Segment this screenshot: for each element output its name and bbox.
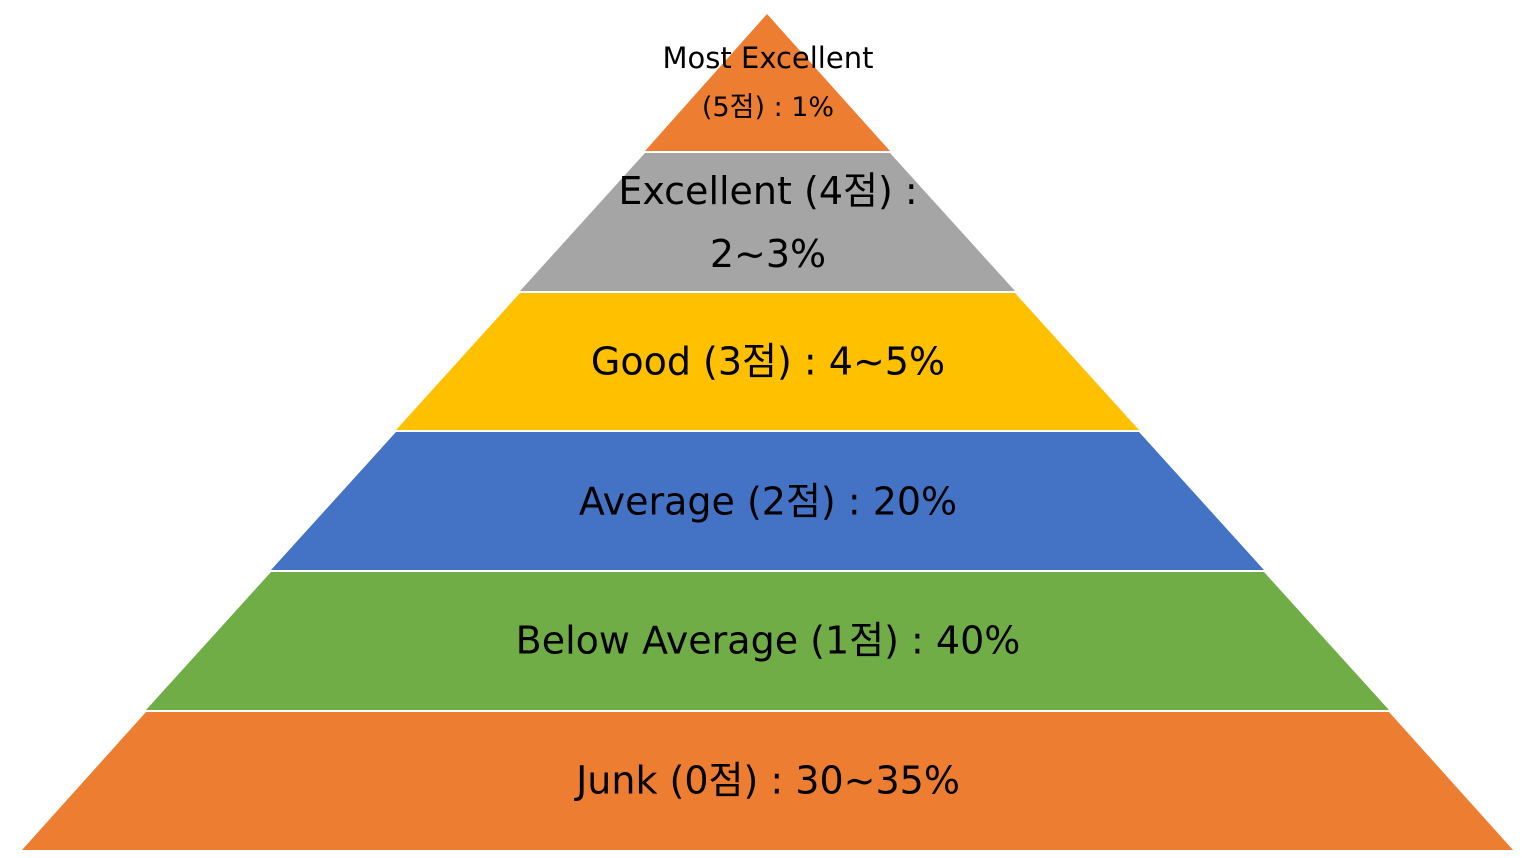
label-below-average-line-1: Below Average (1점) : 40% <box>515 618 1021 663</box>
label-excellent-line-1: Excellent (4점) : <box>618 169 918 213</box>
tier-excellent <box>520 153 1015 291</box>
label-most-excellent-line-1: Most Excellent <box>662 41 874 75</box>
tier-junk <box>22 712 1513 850</box>
label-excellent-line-2: 2~3% <box>709 232 827 276</box>
label-most-excellent-line-2: (5점) : 1% <box>701 92 835 123</box>
tier-good <box>396 293 1139 430</box>
tier-average <box>271 432 1264 570</box>
label-junk: Junk (0점) : 30~35% <box>576 752 960 811</box>
label-average-line-1: Average (2점) : 20% <box>578 479 958 524</box>
label-excellent: Excellent (4점) : 2~3% <box>618 160 917 286</box>
label-junk-line-1: Junk (0점) : 30~35% <box>576 758 960 803</box>
tier-below-average <box>146 572 1389 710</box>
label-below-average: Below Average (1점) : 40% <box>516 612 1021 671</box>
label-most-excellent: Most Excellent (5점) : 1% <box>663 33 874 133</box>
label-good: Good (3점) : 4~5% <box>591 333 945 392</box>
label-average: Average (2점) : 20% <box>579 473 957 532</box>
label-good-line-1: Good (3점) : 4~5% <box>590 339 946 384</box>
tier-most-excellent <box>645 14 890 151</box>
